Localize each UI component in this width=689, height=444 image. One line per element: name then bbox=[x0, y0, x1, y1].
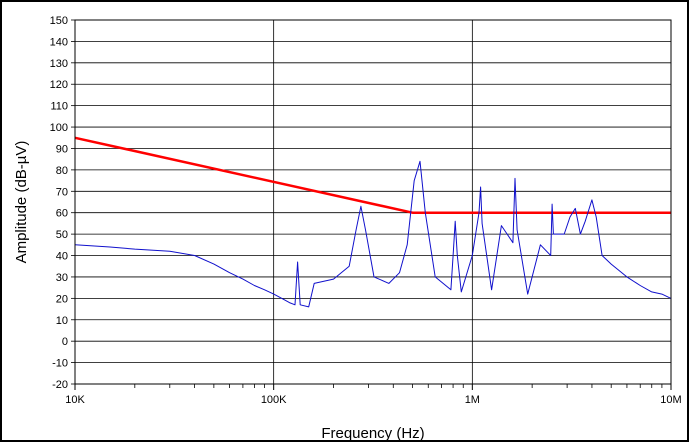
grid-layer bbox=[71, 19, 672, 390]
y-tick-label: -10 bbox=[52, 358, 68, 370]
y-tick-label: 50 bbox=[56, 229, 68, 241]
series-layer bbox=[74, 136, 672, 308]
y-tick-label: 60 bbox=[56, 208, 68, 220]
y-tick-label: 140 bbox=[50, 36, 68, 48]
y-tick-label: -20 bbox=[52, 379, 68, 391]
x-axis-title: Frequency (Hz) bbox=[321, 425, 424, 442]
y-tick-label: 80 bbox=[56, 165, 68, 177]
x-tick-label: 1M bbox=[465, 394, 480, 406]
x-tick-labels: 10K 100K 1M 10M bbox=[65, 394, 681, 406]
y-tick-label: 100 bbox=[50, 122, 68, 134]
y-tick-label: 120 bbox=[50, 79, 68, 91]
y-tick-label: 150 bbox=[50, 15, 68, 27]
measurement-trace bbox=[74, 160, 672, 308]
y-tick-label: 0 bbox=[62, 336, 68, 348]
y-tick-labels: -20 -10 0 10 20 30 40 50 60 70 80 90 100 110 120 130 140… bbox=[50, 15, 68, 391]
plot-area-border bbox=[74, 19, 672, 385]
x-tick-label: 10M bbox=[660, 394, 681, 406]
y-tick-label: 20 bbox=[56, 293, 68, 305]
limit-line bbox=[74, 136, 671, 214]
y-tick-label: 70 bbox=[56, 186, 68, 198]
x-tick-label: 10K bbox=[65, 394, 85, 406]
x-tick-label: 100K bbox=[261, 394, 287, 406]
y-tick-label: 130 bbox=[50, 58, 68, 70]
y-tick-label: 40 bbox=[56, 251, 68, 263]
y-tick-label: 10 bbox=[56, 315, 68, 327]
y-tick-label: 90 bbox=[56, 143, 68, 155]
y-tick-label: 30 bbox=[56, 272, 68, 284]
y-tick-label: 110 bbox=[50, 101, 68, 113]
y-axis-title: Amplitude (dB-µV) bbox=[13, 141, 30, 264]
